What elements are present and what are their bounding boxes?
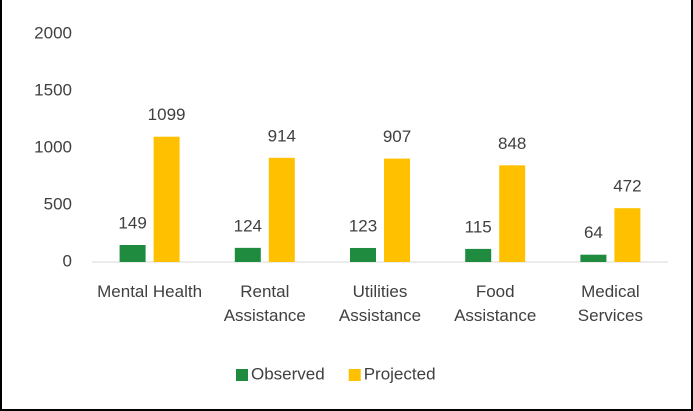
bar: [465, 248, 492, 262]
legend-swatch: [348, 369, 361, 381]
bar: [268, 157, 295, 262]
bar: [119, 245, 146, 262]
data-label: 115: [465, 217, 492, 236]
legend-label: Projected: [364, 364, 436, 383]
data-label: 472: [613, 177, 641, 196]
y-tick-label: 500: [44, 194, 72, 213]
bar: [234, 247, 261, 262]
data-label: 64: [584, 223, 603, 242]
y-tick-label: 0: [63, 251, 72, 270]
data-label: 848: [498, 134, 526, 153]
y-tick-label: 2000: [34, 23, 72, 42]
bar: [350, 247, 376, 262]
legend-swatch: [236, 369, 248, 381]
x-tick-label: Rental Assistance: [223, 282, 306, 325]
bar: [499, 165, 526, 262]
data-label: 123: [349, 216, 377, 235]
bar: [580, 254, 607, 262]
bar: [153, 136, 180, 262]
legend-label: Observed: [251, 364, 325, 383]
data-label: 1099: [148, 105, 186, 124]
x-tick-label: Medical Services: [577, 282, 643, 325]
data-label: 914: [268, 126, 296, 145]
y-tick-label: 1500: [34, 80, 72, 99]
x-tick-label: Utilities Assistance: [338, 282, 422, 325]
data-label: 124: [234, 216, 262, 235]
x-tick-label: Mental Health: [97, 282, 203, 301]
bar: [384, 158, 410, 262]
data-label: 149: [118, 213, 146, 232]
x-tick-label: Food Assistance: [454, 282, 537, 325]
y-tick-label: 1000: [34, 137, 72, 156]
data-label: 907: [383, 127, 411, 146]
bar: [614, 208, 641, 262]
